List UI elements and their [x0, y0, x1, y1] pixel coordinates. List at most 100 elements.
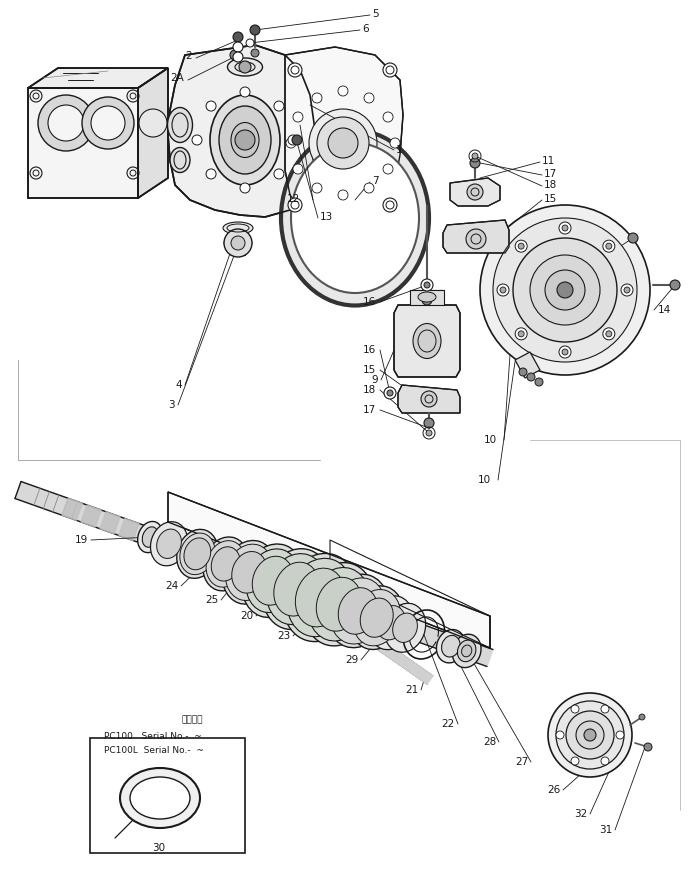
Ellipse shape: [436, 629, 465, 663]
Circle shape: [288, 63, 302, 77]
Circle shape: [251, 49, 259, 57]
Ellipse shape: [151, 522, 188, 566]
Circle shape: [530, 255, 600, 325]
Circle shape: [466, 229, 486, 249]
Circle shape: [293, 164, 303, 174]
Text: 27: 27: [515, 757, 528, 767]
Ellipse shape: [210, 95, 280, 185]
Circle shape: [91, 106, 125, 140]
Text: 3: 3: [168, 400, 175, 410]
Ellipse shape: [353, 590, 400, 646]
Circle shape: [497, 284, 509, 296]
Ellipse shape: [211, 546, 240, 581]
Text: 6: 6: [362, 24, 368, 34]
Circle shape: [224, 229, 252, 257]
Text: 2: 2: [186, 51, 192, 61]
Circle shape: [233, 52, 243, 62]
Circle shape: [500, 287, 506, 293]
Circle shape: [240, 87, 250, 97]
Circle shape: [472, 153, 478, 159]
Circle shape: [644, 743, 652, 751]
Text: 20: 20: [240, 611, 253, 621]
Ellipse shape: [283, 554, 357, 642]
Circle shape: [48, 105, 84, 141]
Circle shape: [566, 711, 614, 759]
Polygon shape: [28, 88, 138, 198]
Ellipse shape: [206, 540, 245, 587]
Text: 30: 30: [152, 843, 165, 853]
Circle shape: [639, 714, 645, 720]
Circle shape: [515, 240, 528, 253]
Circle shape: [559, 346, 571, 358]
Ellipse shape: [287, 558, 353, 637]
Circle shape: [518, 243, 524, 249]
Circle shape: [545, 270, 585, 310]
Circle shape: [206, 169, 216, 179]
Circle shape: [562, 225, 568, 231]
Circle shape: [274, 101, 284, 111]
Circle shape: [231, 236, 245, 250]
Ellipse shape: [330, 578, 386, 644]
Ellipse shape: [360, 598, 393, 637]
Circle shape: [624, 287, 630, 293]
Text: 24: 24: [165, 581, 178, 591]
Circle shape: [274, 169, 284, 179]
Text: 2A: 2A: [170, 73, 184, 83]
Ellipse shape: [418, 292, 436, 302]
Circle shape: [206, 101, 216, 111]
Circle shape: [240, 183, 250, 193]
Circle shape: [82, 97, 134, 149]
Text: 28: 28: [483, 737, 496, 747]
Ellipse shape: [350, 586, 404, 649]
Polygon shape: [119, 518, 139, 540]
Circle shape: [383, 112, 393, 122]
Circle shape: [38, 95, 94, 151]
Text: 26: 26: [547, 785, 560, 795]
Circle shape: [383, 198, 397, 212]
Circle shape: [571, 705, 579, 713]
Text: 1: 1: [396, 145, 402, 155]
Circle shape: [139, 109, 167, 137]
Circle shape: [246, 39, 254, 47]
Circle shape: [233, 32, 243, 42]
Circle shape: [556, 701, 624, 769]
Ellipse shape: [184, 538, 211, 569]
Bar: [90, 738, 245, 853]
Polygon shape: [138, 68, 168, 198]
Bar: [410, 290, 444, 305]
Circle shape: [422, 295, 432, 305]
Ellipse shape: [263, 549, 331, 629]
Circle shape: [383, 164, 393, 174]
Polygon shape: [168, 492, 490, 648]
Text: 12: 12: [287, 194, 300, 204]
Circle shape: [467, 184, 483, 200]
Circle shape: [424, 418, 434, 428]
Ellipse shape: [368, 596, 414, 649]
Polygon shape: [307, 592, 433, 684]
Ellipse shape: [308, 568, 370, 641]
Polygon shape: [398, 385, 460, 413]
Text: 22: 22: [442, 719, 455, 729]
Circle shape: [312, 93, 322, 103]
Circle shape: [338, 86, 348, 96]
Text: 17: 17: [544, 169, 557, 179]
Text: 15: 15: [363, 365, 376, 375]
Polygon shape: [285, 47, 403, 227]
Circle shape: [421, 279, 433, 291]
Ellipse shape: [177, 530, 218, 578]
Circle shape: [286, 138, 296, 148]
Circle shape: [571, 757, 579, 765]
Text: 25: 25: [205, 595, 218, 605]
Circle shape: [562, 349, 568, 355]
Ellipse shape: [274, 562, 319, 616]
Text: 13: 13: [320, 212, 333, 222]
Polygon shape: [450, 178, 500, 206]
Ellipse shape: [327, 575, 389, 648]
Circle shape: [312, 183, 322, 193]
Text: 31: 31: [599, 825, 612, 835]
Ellipse shape: [267, 554, 327, 625]
Ellipse shape: [304, 562, 374, 646]
Circle shape: [628, 233, 638, 243]
Circle shape: [493, 218, 637, 362]
Ellipse shape: [223, 222, 253, 234]
